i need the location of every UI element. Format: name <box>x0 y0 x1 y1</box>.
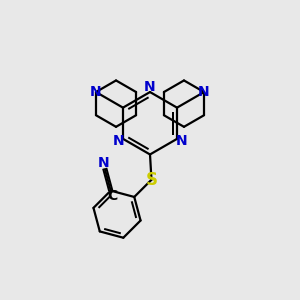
Text: S: S <box>146 171 158 189</box>
Text: C: C <box>107 189 117 203</box>
Text: N: N <box>175 134 187 148</box>
Text: N: N <box>198 85 210 99</box>
Text: N: N <box>144 80 156 94</box>
Text: N: N <box>113 134 125 148</box>
Text: N: N <box>98 156 109 170</box>
Text: N: N <box>90 85 102 99</box>
